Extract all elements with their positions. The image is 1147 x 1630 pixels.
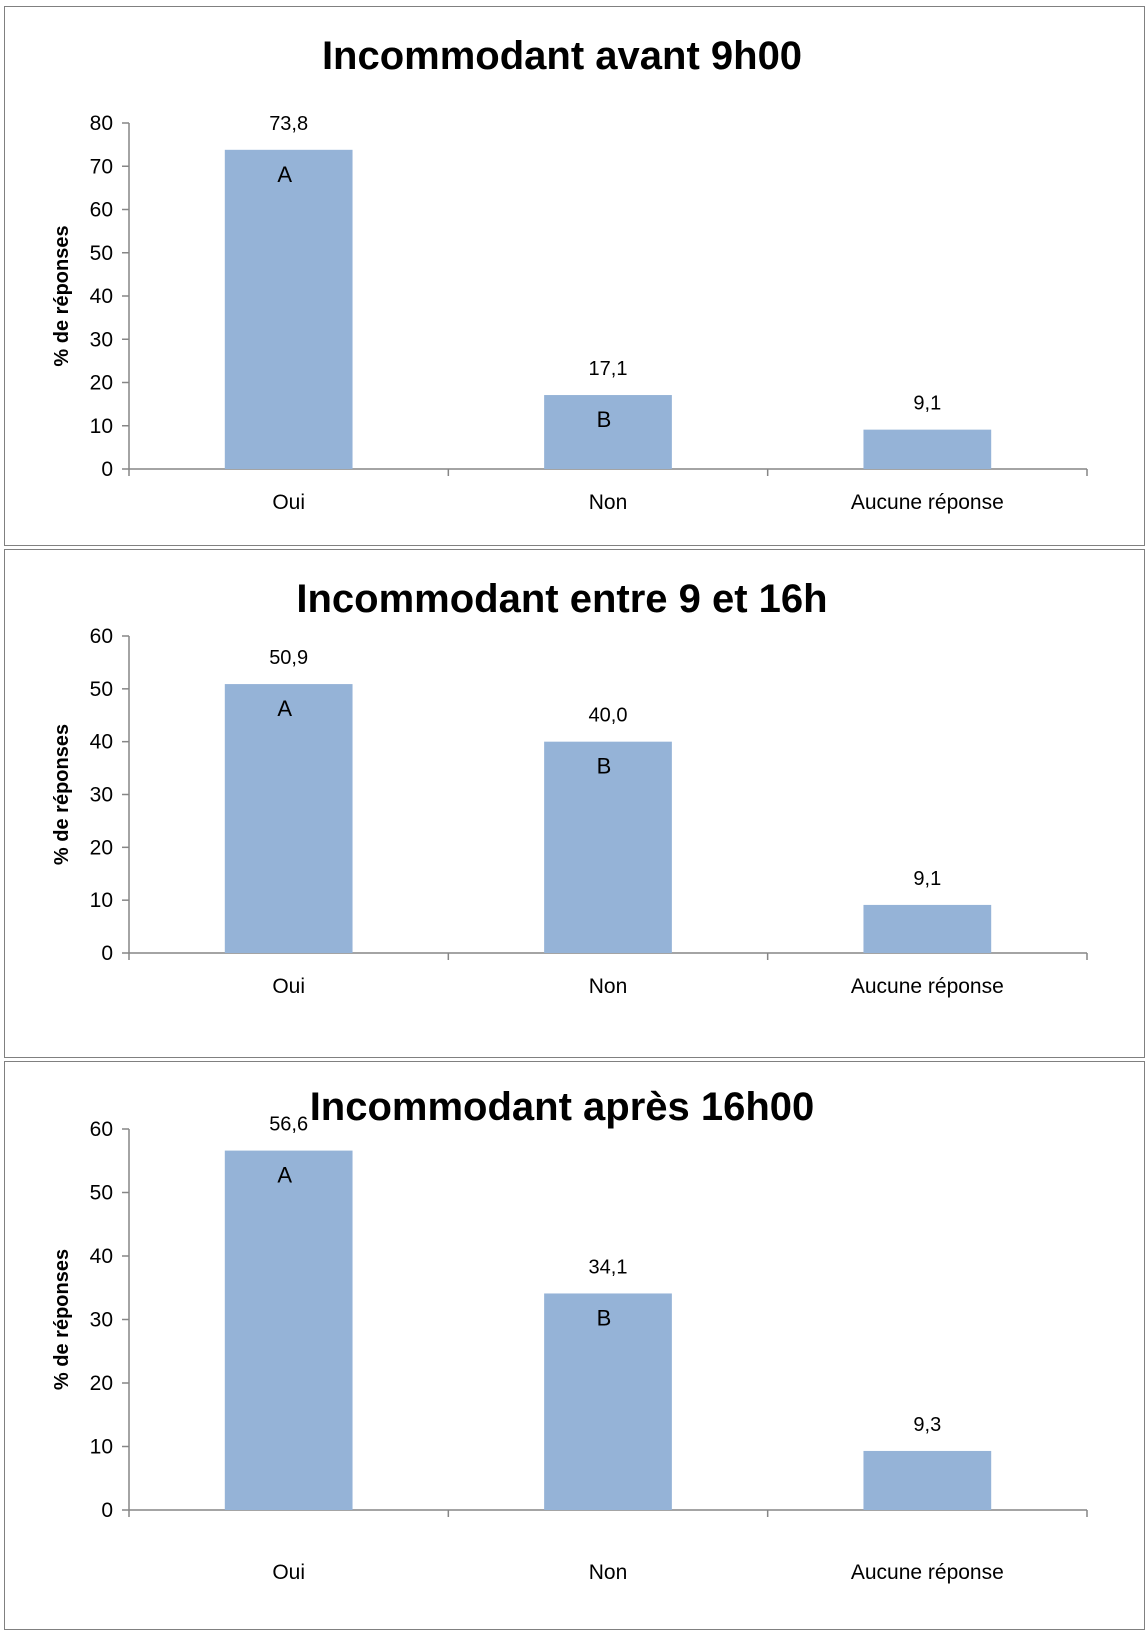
- x-category-label: Oui: [272, 975, 305, 998]
- y-tick-label: 70: [90, 155, 113, 178]
- bar-chart-entre-9-et-16h: Incommodant entre 9 et 16h % de réponses 0…: [51, 577, 1088, 998]
- y-tick-label: 30: [90, 784, 113, 807]
- bar-non: [544, 395, 672, 469]
- data-label: 9,1: [913, 393, 941, 415]
- y-tick-label: 30: [90, 328, 113, 351]
- bar-chart-apres-16h00: Incommodant après 16h00 % de réponses 0 10 2…: [51, 1085, 1088, 1584]
- x-category-label: Oui: [272, 491, 305, 514]
- data-label: 34,1: [589, 1256, 628, 1278]
- x-category-label: Non: [589, 491, 628, 514]
- x-category-label: Non: [589, 975, 628, 998]
- chart-panel-2: Incommodant entre 9 et 16h % de réponses 0…: [4, 549, 1145, 1058]
- y-tick-label: 20: [90, 1372, 113, 1395]
- bar-aucune-r-ponse: [863, 429, 992, 469]
- bar-non: [544, 741, 672, 953]
- y-tick-label: 0: [101, 1499, 113, 1522]
- y-axis-label: % de réponses: [51, 1249, 73, 1390]
- y-tick-label: 10: [90, 889, 113, 912]
- x-category-label: Oui: [272, 1561, 305, 1584]
- significance-letter: A: [277, 1163, 292, 1188]
- y-tick-label: 50: [90, 1182, 113, 1205]
- chart-title: Incommodant entre 9 et 16h: [296, 577, 827, 621]
- bar-oui: [224, 684, 353, 953]
- y-tick-label: 0: [101, 458, 113, 481]
- x-category-label: Aucune réponse: [851, 975, 1004, 998]
- y-axis-label: % de réponses: [51, 225, 73, 366]
- y-tick-label: 60: [90, 625, 113, 648]
- y-tick-label: 60: [90, 1118, 113, 1141]
- bar-aucune-r-ponse: [863, 1450, 992, 1510]
- y-tick-label: 40: [90, 285, 113, 308]
- significance-letter: A: [277, 696, 292, 721]
- y-tick-label: 50: [90, 242, 113, 265]
- x-category-label: Non: [589, 1561, 628, 1584]
- significance-letter: A: [277, 162, 292, 187]
- data-label: 56,6: [269, 1114, 308, 1136]
- y-tick-label: 10: [90, 415, 113, 438]
- y-tick-label: 0: [101, 942, 113, 965]
- y-tick-label: 40: [90, 1245, 113, 1268]
- bar-chart-avant-9h00: Incommodant avant 9h00 % de réponses 0 10 20…: [51, 34, 1088, 514]
- data-label: 50,9: [269, 647, 308, 669]
- significance-letter: B: [597, 754, 612, 779]
- bar-oui: [224, 1150, 353, 1510]
- y-axis-label: % de réponses: [51, 724, 73, 865]
- significance-letter: B: [597, 407, 612, 432]
- y-tick-label: 20: [90, 372, 113, 395]
- data-label: 9,3: [913, 1414, 941, 1436]
- y-tick-label: 80: [90, 112, 113, 135]
- x-category-label: Aucune réponse: [851, 1561, 1004, 1584]
- chart-panel-3: Incommodant après 16h00 % de réponses 0 10 2…: [4, 1061, 1145, 1630]
- y-tick-label: 60: [90, 199, 113, 222]
- y-tick-label: 30: [90, 1309, 113, 1332]
- data-label: 40,0: [589, 705, 628, 727]
- chart-title: Incommodant avant 9h00: [322, 34, 802, 78]
- y-tick-label: 10: [90, 1436, 113, 1459]
- data-label: 9,1: [913, 868, 941, 890]
- bar-oui: [224, 149, 353, 469]
- bar-aucune-r-ponse: [863, 904, 992, 953]
- y-tick-label: 50: [90, 678, 113, 701]
- significance-letter: B: [597, 1305, 612, 1330]
- data-label: 73,8: [269, 113, 308, 135]
- y-tick-label: 20: [90, 836, 113, 859]
- chart-title: Incommodant après 16h00: [310, 1085, 815, 1129]
- chart-panel-1: Incommodant avant 9h00 % de réponses 0 10 20…: [4, 6, 1145, 546]
- data-label: 17,1: [589, 358, 628, 380]
- y-tick-label: 40: [90, 731, 113, 754]
- x-category-label: Aucune réponse: [851, 491, 1004, 514]
- bar-non: [544, 1293, 672, 1510]
